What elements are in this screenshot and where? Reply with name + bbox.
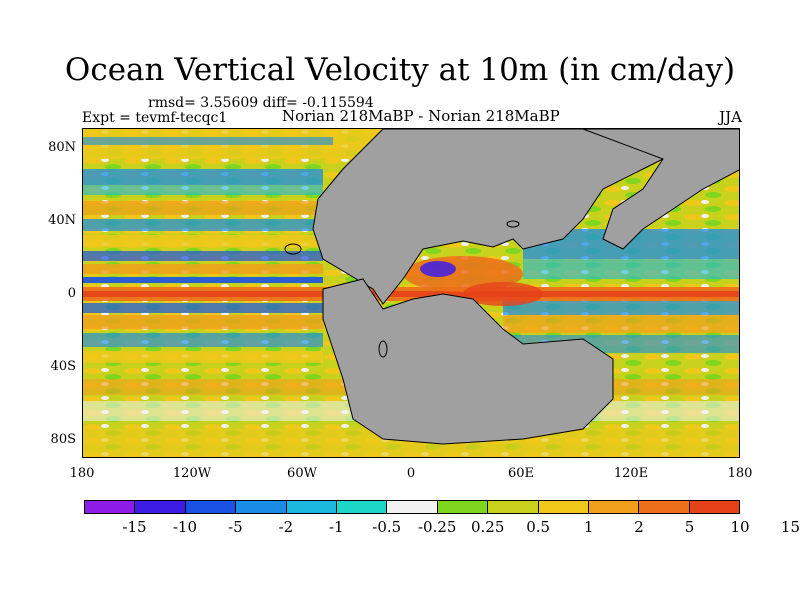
colorbar-swatch — [587, 500, 640, 514]
experiment-label: Expt = tevmf-tecqc1 — [82, 110, 228, 126]
x-tick-60e: 60E — [507, 466, 535, 481]
colorbar-swatch — [436, 500, 489, 514]
colorbar-label: 2 — [634, 518, 644, 536]
colorbar-label: 5 — [684, 518, 695, 536]
colorbar-label: -10 — [172, 518, 197, 536]
colorbar-label: -5 — [228, 518, 243, 536]
velocity-map — [83, 129, 739, 457]
map-title: Ocean Vertical Velocity at 10m (in cm/da… — [64, 52, 736, 88]
colorbar-swatch — [285, 500, 337, 514]
colorbar-label: 15 — [780, 518, 800, 536]
colorbar-label: 1 — [583, 518, 594, 536]
x-tick-180w: 180 — [69, 466, 95, 481]
y-tick-40s: 40S — [50, 359, 76, 374]
colorbar-swatch — [386, 500, 438, 514]
land-south — [322, 278, 614, 445]
y-tick-40n: 40N — [48, 213, 76, 228]
land-asia — [582, 129, 739, 250]
colorbar-swatch — [184, 500, 237, 514]
colorbar-swatch — [84, 500, 136, 514]
colorbar-label: -0.5 — [372, 518, 402, 536]
colorbar-label: -15 — [122, 518, 147, 536]
x-tick-180e: 180 — [727, 466, 753, 481]
colorbar-swatch — [638, 500, 690, 514]
colorbar-label: 10 — [730, 518, 750, 536]
colorbar-label: -0.25 — [417, 518, 457, 536]
y-tick-80n: 80N — [48, 140, 76, 155]
colorbar-swatch — [688, 500, 741, 514]
x-tick-60w: 60W — [287, 466, 317, 481]
colorbar-label: 0.25 — [470, 518, 505, 536]
y-tick-0: 0 — [67, 286, 76, 301]
colorbar-swatch — [235, 500, 287, 514]
colorbar-swatch — [537, 500, 589, 514]
x-tick-120e: 120E — [613, 466, 649, 481]
comparison-label: Norian 218MaBP - Norian 218MaBP — [282, 107, 560, 125]
map-plot-area — [82, 128, 740, 458]
stats-text: rmsd= 3.55609 diff= -0.115594 — [148, 95, 374, 111]
x-tick-0: 0 — [406, 466, 416, 481]
colorbar-swatch — [487, 500, 539, 514]
colorbar-swatch — [134, 500, 186, 514]
land-north — [312, 129, 684, 305]
colorbar-swatch — [335, 500, 388, 514]
x-tick-120w: 120W — [172, 466, 212, 481]
season-label: JJA — [719, 108, 742, 126]
colorbar-label: -2 — [278, 518, 294, 536]
colorbar-label: -1 — [328, 518, 344, 536]
colorbar — [84, 500, 741, 514]
colorbar-label: 0.5 — [526, 518, 551, 536]
y-tick-80s: 80S — [50, 432, 76, 447]
